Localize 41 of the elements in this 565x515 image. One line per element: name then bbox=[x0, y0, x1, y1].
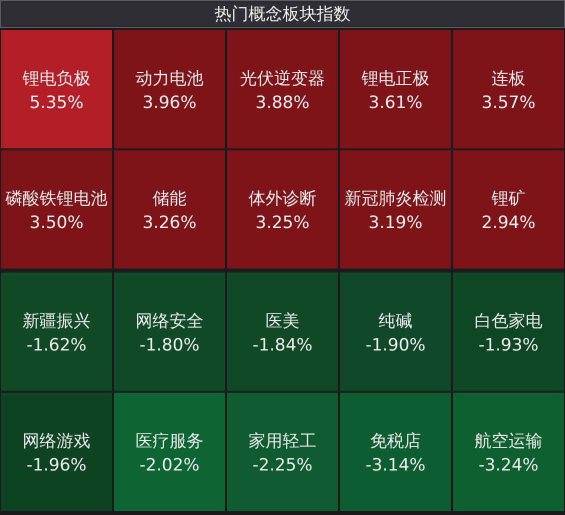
data-label: 3.61% bbox=[368, 92, 423, 113]
category-label: 白色家电 bbox=[474, 311, 542, 332]
data-label: -1.80% bbox=[139, 335, 200, 356]
data-label: 5.35% bbox=[29, 92, 84, 113]
data-label: 3.26% bbox=[142, 213, 197, 234]
category-label: 光伏逆变器 bbox=[240, 68, 325, 89]
data-label: -1.93% bbox=[478, 335, 539, 356]
data-label: 3.19% bbox=[368, 213, 423, 234]
category-label: 网络安全 bbox=[136, 311, 204, 332]
category-label: 锂矿 bbox=[490, 189, 526, 210]
data-label: 3.96% bbox=[142, 92, 197, 113]
category-label: 医美 bbox=[266, 311, 300, 332]
data-label: 3.88% bbox=[255, 92, 310, 113]
category-label: 连板 bbox=[492, 68, 526, 89]
data-label: -2.25% bbox=[252, 456, 313, 476]
category-label: 锂电正极 bbox=[360, 68, 430, 89]
data-label: -1.62% bbox=[26, 335, 87, 356]
category-label: 网络游戏 bbox=[22, 432, 90, 452]
data-label: 2.94% bbox=[481, 213, 536, 234]
data-label: -2.02% bbox=[139, 456, 200, 476]
category-label: 免税店 bbox=[370, 432, 421, 452]
data-label: -1.96% bbox=[26, 456, 87, 476]
category-label: 航空运输 bbox=[474, 432, 542, 452]
category-label: 储能 bbox=[152, 189, 186, 210]
data-label: -3.24% bbox=[478, 456, 539, 476]
category-label: 新冠肺炎检测 bbox=[344, 189, 446, 210]
category-label: 锂电负极 bbox=[22, 68, 90, 89]
data-label: 3.50% bbox=[29, 213, 84, 234]
text: 热门概念板块指数 bbox=[214, 4, 350, 24]
category-label: 动力电池 bbox=[136, 68, 204, 89]
category-label: 新疆振兴 bbox=[22, 311, 90, 332]
data-label: -1.90% bbox=[365, 335, 426, 356]
category-label: 家用轻工 bbox=[248, 432, 316, 452]
category-label: 医疗服务 bbox=[136, 432, 204, 452]
category-label: 磷酸铁锂电池 bbox=[4, 189, 108, 210]
category-label: 体外诊断 bbox=[248, 189, 316, 210]
category-label: 纯碱 bbox=[378, 311, 412, 332]
data-label: 3.57% bbox=[481, 92, 536, 113]
data-label: 3.25% bbox=[255, 213, 310, 234]
data-label: -1.84% bbox=[252, 335, 313, 356]
data-label: -3.14% bbox=[365, 456, 426, 476]
